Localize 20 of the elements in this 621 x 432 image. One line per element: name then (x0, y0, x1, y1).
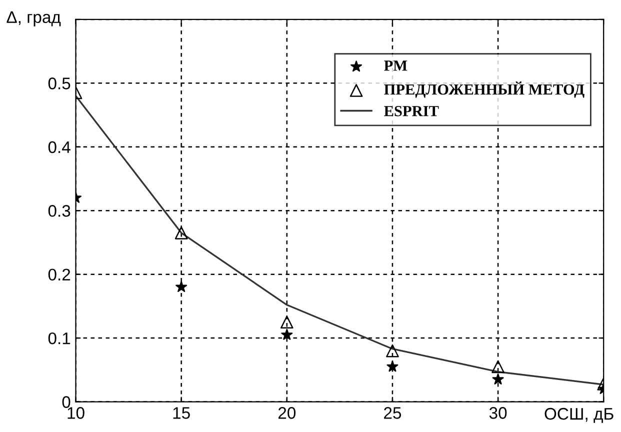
x-tick-label: 10 (68, 407, 84, 419)
x-tick-label: 30 (489, 407, 507, 419)
x-tick-label: 20 (278, 407, 296, 419)
y-tick-label: 0.1 (48, 332, 70, 344)
legend-label: PM (384, 60, 408, 71)
y-tick-label: 0.2 (48, 268, 70, 281)
point (386, 344, 399, 358)
point (386, 360, 398, 372)
point (281, 328, 293, 340)
x-tick-label: 15 (173, 407, 190, 419)
y-tick-label: 0.4 (48, 141, 70, 154)
x-axis-title: ОСШ, дБ (544, 408, 614, 423)
x-tick-label: 25 (384, 407, 402, 419)
y-tick-label: 0.3 (48, 205, 70, 217)
y-tick-label: 0 (62, 396, 70, 408)
point (280, 316, 294, 329)
legend-label: ПРЕДЛОЖЕННЫЙ МЕТОД (384, 82, 584, 98)
y-axis-title: Δ, град (6, 11, 61, 26)
y-tick-label: 0.5 (48, 78, 70, 90)
legend-label: ESPRIT (384, 106, 439, 116)
